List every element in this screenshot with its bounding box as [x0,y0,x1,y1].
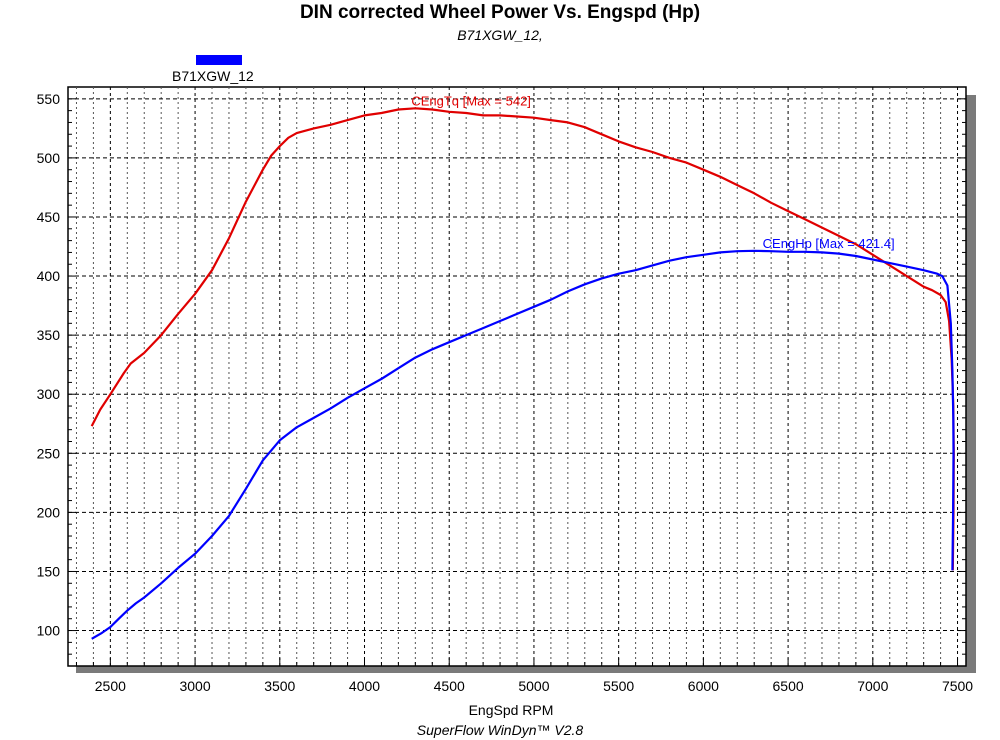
series-lines [90,107,955,640]
y-tick-label: 250 [37,445,61,461]
x-tick-label: 5000 [518,678,549,694]
x-tick-label: 3500 [264,678,295,694]
legend-label: B71XGW_12 [172,68,254,84]
software-footer: SuperFlow WinDyn™ V2.8 [416,722,584,738]
series-labels: CEngTq [Max = 542] CEngHp [Max = 421.4] [411,93,894,251]
y-tick-label: 450 [37,209,61,225]
x-tick-label: 2500 [95,678,126,694]
x-tick-label: 6000 [688,678,719,694]
grid [68,87,966,666]
series-line-cenghp [91,249,955,640]
chart-title: DIN corrected Wheel Power Vs. Engspd (Hp… [299,2,701,23]
y-tick-label: 300 [37,386,61,402]
x-tick-label: 7500 [942,678,973,694]
y-tick-label: 200 [37,504,61,520]
chart-subtitle: B71XGW_12, [457,27,543,43]
y-tick-label: 550 [37,91,61,107]
y-tick-label: 500 [37,150,61,166]
x-axis-label: EngSpd RPM [469,702,554,718]
legend-swatch [196,55,242,65]
y-tick-label: 100 [37,623,61,639]
series-label-cenghp: CEngHp [Max = 421.4] [763,236,895,251]
series-line-cengtq [90,107,955,571]
series-label-cengtq: CEngTq [Max = 542] [411,93,531,108]
y-tick-label: 150 [37,563,61,579]
y-tick-label: 400 [37,268,61,284]
x-axis-ticks: 2500 3000 3500 4000 4500 5000 5500 6000 6500 7000… [95,678,974,694]
x-tick-label: 5500 [603,678,634,694]
x-tick-label: 6500 [773,678,804,694]
x-tick-label: 4000 [349,678,380,694]
legend: B71XGW_12 [172,55,254,84]
x-tick-label: 7000 [857,678,888,694]
x-tick-label: 4500 [434,678,465,694]
y-axis-ticks: 100 150 200 250 300 350 400 450 500 550 [37,91,61,639]
y-tick-label: 350 [37,327,61,343]
x-tick-label: 3000 [179,678,210,694]
